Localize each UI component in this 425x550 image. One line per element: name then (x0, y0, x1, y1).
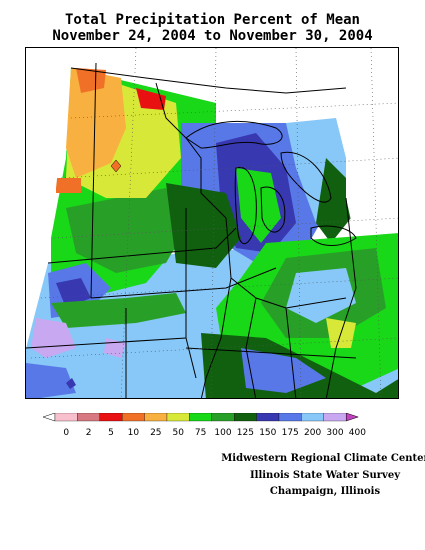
region-blue-south (241, 348, 326, 393)
legend-arrow-high (345, 413, 359, 422)
legend-swatch (144, 413, 168, 422)
legend-swatch (323, 413, 347, 422)
legend-swatch (256, 413, 280, 422)
legend-tick-label: 200 (304, 428, 321, 438)
legend-tick-label: 5 (108, 428, 114, 438)
region-lightblue-east-pocket (286, 268, 356, 323)
region-lavender-west (31, 318, 76, 358)
region-red-top (136, 88, 166, 110)
legend-swatch (122, 413, 145, 422)
map-marker-nw (110, 159, 122, 173)
region-darkgreen-nw (66, 188, 186, 273)
legend-tick-label: 125 (237, 428, 254, 438)
credit-mrcc: Midwestern Regional Climate Center (221, 453, 425, 464)
legend-tick-label: 150 (259, 428, 276, 438)
legend-tick-label: 50 (172, 428, 184, 438)
legend-tick-label: 2 (86, 428, 92, 438)
map-outside-mask (26, 48, 71, 348)
legend-tick-label: 10 (128, 428, 140, 438)
legend-swatch (211, 413, 235, 422)
legend-tick-label: 300 (326, 428, 343, 438)
region-green-southwest (51, 293, 186, 328)
legend-swatch (278, 413, 302, 422)
legend-arrow-low (42, 413, 56, 422)
state-borders (26, 62, 357, 398)
map-title-line2: November 24, 2004 to November 30, 2004 (52, 28, 373, 44)
map-outside-mask-top (71, 48, 398, 83)
legend-tick-label: 175 (282, 428, 299, 438)
region-darkgreen-central (166, 183, 241, 268)
legend-swatch (77, 413, 100, 422)
region-darkblue-west (56, 278, 91, 308)
legend-tick-label: 400 (349, 428, 366, 438)
precipitation-map (25, 47, 399, 399)
legend-swatch (166, 413, 190, 422)
legend-tick-label: 0 (63, 428, 69, 438)
legend-tick-label: 75 (195, 428, 206, 438)
legend-tick-label: 25 (150, 428, 161, 438)
credit-isws: Illinois State Water Survey (249, 470, 401, 481)
legend-colorbar: 0 2 5 10 25 50 75 100 125 150 175 200 300 400 (42, 413, 366, 438)
legend-swatch (234, 413, 257, 422)
map-marker-sw (66, 378, 76, 389)
region-orangered-nw (76, 68, 106, 93)
region-white-ne (346, 128, 398, 243)
color-legend: 0 2 5 10 25 50 75 100 125 150 175 200 300 400 (40, 413, 380, 443)
legend-swatch (301, 413, 324, 422)
legend-swatch (54, 413, 78, 422)
region-orangered-left (56, 178, 81, 193)
graticule (30, 48, 398, 398)
credit-location: Champaign, Illinois (269, 486, 381, 497)
map-canvas (26, 48, 398, 398)
region-orange-nw (66, 68, 126, 178)
map-title-line1: Total Precipitation Percent of Mean (64, 12, 360, 28)
legend-tick-label: 100 (214, 428, 231, 438)
region-blue-southwest (26, 363, 76, 398)
great-lakes-outlines (185, 120, 357, 246)
legend-swatch (99, 413, 123, 422)
legend-swatch (189, 413, 212, 422)
